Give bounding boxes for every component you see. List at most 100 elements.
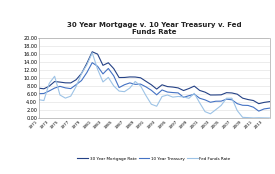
10 Year Treasury <box>96 65 99 67</box>
10 Year Treasury <box>90 62 94 64</box>
Fed Funds Rate <box>96 68 99 70</box>
Fed Funds Rate <box>177 95 180 97</box>
10 Year Treasury <box>80 80 83 82</box>
30 Year Mortgage Rate <box>42 88 46 90</box>
Line: 30 Year Mortgage Rate: 30 Year Mortgage Rate <box>39 52 270 104</box>
Fed Funds Rate <box>123 91 126 93</box>
Fed Funds Rate <box>198 102 201 104</box>
Fed Funds Rate <box>69 95 72 97</box>
Fed Funds Rate <box>150 103 153 105</box>
Fed Funds Rate <box>37 99 40 101</box>
10 Year Treasury <box>236 103 239 105</box>
Fed Funds Rate <box>171 96 174 98</box>
Fed Funds Rate <box>85 64 89 66</box>
10 Year Treasury <box>155 94 158 96</box>
Title: 30 Year Mortgage v. 10 Year Treasury v. Fed
Funds Rate: 30 Year Mortgage v. 10 Year Treasury v. … <box>67 22 241 35</box>
Fed Funds Rate <box>230 97 233 99</box>
30 Year Mortgage Rate <box>117 77 121 79</box>
30 Year Mortgage Rate <box>241 97 244 99</box>
Fed Funds Rate <box>246 117 250 119</box>
30 Year Mortgage Rate <box>64 82 67 84</box>
30 Year Mortgage Rate <box>123 76 126 78</box>
30 Year Mortgage Rate <box>214 94 218 96</box>
10 Year Treasury <box>177 92 180 94</box>
Fed Funds Rate <box>262 117 266 119</box>
30 Year Mortgage Rate <box>160 84 164 86</box>
Line: Fed Funds Rate: Fed Funds Rate <box>39 53 270 118</box>
10 Year Treasury <box>160 89 164 91</box>
30 Year Mortgage Rate <box>182 89 185 92</box>
10 Year Treasury <box>214 100 218 102</box>
30 Year Mortgage Rate <box>262 101 266 103</box>
Fed Funds Rate <box>241 116 244 118</box>
Fed Funds Rate <box>236 110 239 112</box>
Fed Funds Rate <box>219 104 223 106</box>
30 Year Mortgage Rate <box>230 92 233 94</box>
Fed Funds Rate <box>134 80 137 82</box>
10 Year Treasury <box>85 72 89 74</box>
10 Year Treasury <box>257 110 260 112</box>
10 Year Treasury <box>225 98 228 100</box>
10 Year Treasury <box>241 104 244 106</box>
30 Year Mortgage Rate <box>58 81 62 83</box>
10 Year Treasury <box>219 100 223 102</box>
30 Year Mortgage Rate <box>219 94 223 96</box>
Fed Funds Rate <box>187 97 191 99</box>
10 Year Treasury <box>150 89 153 91</box>
10 Year Treasury <box>193 93 196 95</box>
10 Year Treasury <box>187 95 191 97</box>
Fed Funds Rate <box>268 117 271 119</box>
30 Year Mortgage Rate <box>150 84 153 86</box>
Fed Funds Rate <box>80 72 83 74</box>
30 Year Mortgage Rate <box>112 68 115 70</box>
30 Year Mortgage Rate <box>80 72 83 74</box>
30 Year Mortgage Rate <box>128 76 131 78</box>
10 Year Treasury <box>107 67 110 69</box>
Fed Funds Rate <box>204 111 207 113</box>
10 Year Treasury <box>53 87 56 89</box>
Fed Funds Rate <box>117 90 121 92</box>
10 Year Treasury <box>58 85 62 87</box>
Fed Funds Rate <box>128 87 131 89</box>
30 Year Mortgage Rate <box>171 86 174 88</box>
Fed Funds Rate <box>58 94 62 96</box>
10 Year Treasury <box>182 96 185 98</box>
30 Year Mortgage Rate <box>101 64 104 66</box>
30 Year Mortgage Rate <box>252 100 255 102</box>
10 Year Treasury <box>262 108 266 110</box>
10 Year Treasury <box>48 90 51 92</box>
10 Year Treasury <box>42 92 46 94</box>
10 Year Treasury <box>117 86 121 89</box>
10 Year Treasury <box>64 87 67 89</box>
10 Year Treasury <box>75 84 78 86</box>
Fed Funds Rate <box>107 76 110 78</box>
30 Year Mortgage Rate <box>198 89 201 92</box>
30 Year Mortgage Rate <box>257 103 260 105</box>
Fed Funds Rate <box>48 82 51 84</box>
Fed Funds Rate <box>53 75 56 77</box>
30 Year Mortgage Rate <box>75 79 78 81</box>
10 Year Treasury <box>112 75 115 77</box>
30 Year Mortgage Rate <box>53 81 56 83</box>
30 Year Mortgage Rate <box>193 85 196 87</box>
Fed Funds Rate <box>182 96 185 98</box>
30 Year Mortgage Rate <box>37 87 40 89</box>
30 Year Mortgage Rate <box>204 91 207 93</box>
30 Year Mortgage Rate <box>246 98 250 101</box>
10 Year Treasury <box>230 99 233 101</box>
Fed Funds Rate <box>160 96 164 98</box>
30 Year Mortgage Rate <box>107 62 110 64</box>
Fed Funds Rate <box>101 81 104 83</box>
Fed Funds Rate <box>209 113 212 115</box>
Fed Funds Rate <box>257 117 260 119</box>
30 Year Mortgage Rate <box>166 86 169 88</box>
30 Year Mortgage Rate <box>96 53 99 55</box>
Legend: 30 Year Mortgage Rate, 10 Year Treasury, Fed Funds Rate: 30 Year Mortgage Rate, 10 Year Treasury,… <box>76 155 232 163</box>
Line: 10 Year Treasury: 10 Year Treasury <box>39 63 270 111</box>
Fed Funds Rate <box>214 109 218 111</box>
Fed Funds Rate <box>64 97 67 99</box>
30 Year Mortgage Rate <box>90 51 94 53</box>
10 Year Treasury <box>134 83 137 85</box>
30 Year Mortgage Rate <box>155 88 158 90</box>
10 Year Treasury <box>268 107 271 109</box>
